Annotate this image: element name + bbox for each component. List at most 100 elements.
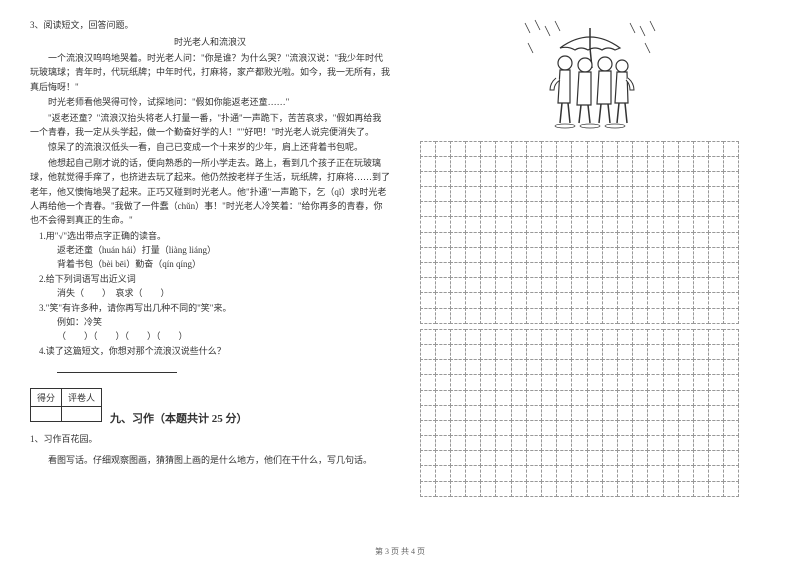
grid-cell bbox=[480, 308, 496, 324]
page-columns: 3、阅读短文，回答问题。 时光老人和流浪汉 一个流浪汉呜呜地哭着。时光老人问："… bbox=[30, 18, 770, 513]
grid-cell bbox=[693, 465, 709, 481]
grid-cell bbox=[480, 232, 496, 248]
grid-cell bbox=[693, 156, 709, 172]
paragraph-4: 惊呆了的流浪汉低头一看，自己已变成一个十来岁的少年，肩上还背着书包呢。 bbox=[30, 140, 390, 154]
grid-row bbox=[420, 308, 760, 323]
grid-cell bbox=[420, 374, 436, 390]
grid-cell bbox=[723, 329, 739, 345]
grid-cell bbox=[511, 262, 527, 278]
grid-cell bbox=[587, 481, 603, 497]
grid-cell bbox=[602, 292, 618, 308]
score-cell-2 bbox=[62, 407, 102, 422]
grid-cell bbox=[435, 277, 451, 293]
grid-cell bbox=[556, 435, 572, 451]
grid-cell bbox=[678, 216, 694, 232]
grid-cell bbox=[556, 374, 572, 390]
grid-cell bbox=[708, 308, 724, 324]
grid-cell bbox=[480, 465, 496, 481]
grid-cell bbox=[723, 247, 739, 263]
grid-cell bbox=[571, 156, 587, 172]
grid-cell bbox=[556, 329, 572, 345]
grid-cell bbox=[571, 481, 587, 497]
grid-cell bbox=[450, 141, 466, 157]
grid-cell bbox=[708, 420, 724, 436]
grid-cell bbox=[465, 344, 481, 360]
grid-cell bbox=[617, 344, 633, 360]
grid-cell bbox=[602, 359, 618, 375]
grid-cell bbox=[723, 344, 739, 360]
grid-cell bbox=[678, 201, 694, 217]
grid-cell bbox=[541, 186, 557, 202]
grid-cell bbox=[663, 465, 679, 481]
grid-cell bbox=[617, 277, 633, 293]
grid-cell bbox=[723, 374, 739, 390]
grid-cell bbox=[556, 390, 572, 406]
grid-cell bbox=[647, 232, 663, 248]
grid-cell bbox=[617, 359, 633, 375]
grid-cell bbox=[693, 262, 709, 278]
grid-cell bbox=[632, 156, 648, 172]
grid-cell bbox=[708, 329, 724, 345]
grid-cell bbox=[541, 292, 557, 308]
grid-cell bbox=[495, 141, 511, 157]
grid-row bbox=[420, 217, 760, 232]
grid-row bbox=[420, 187, 760, 202]
grid-cell bbox=[693, 232, 709, 248]
grid-cell bbox=[663, 481, 679, 497]
grid-cell bbox=[723, 405, 739, 421]
grid-cell bbox=[647, 186, 663, 202]
grid-cell bbox=[708, 435, 724, 451]
grid-cell bbox=[495, 216, 511, 232]
grid-cell bbox=[708, 359, 724, 375]
grid-cell bbox=[663, 405, 679, 421]
grid-cell bbox=[465, 216, 481, 232]
grid-cell bbox=[602, 329, 618, 345]
grid-cell bbox=[723, 359, 739, 375]
grid-cell bbox=[647, 141, 663, 157]
grid-cell bbox=[541, 141, 557, 157]
grid-cell bbox=[541, 277, 557, 293]
grid-cell bbox=[602, 435, 618, 451]
grid-cell bbox=[420, 481, 436, 497]
grid-cell bbox=[495, 450, 511, 466]
grid-cell bbox=[556, 359, 572, 375]
grid-cell bbox=[480, 262, 496, 278]
grid-cell bbox=[420, 308, 436, 324]
grid-cell bbox=[647, 201, 663, 217]
grid-cell bbox=[632, 277, 648, 293]
grid-cell bbox=[632, 435, 648, 451]
grid-cell bbox=[647, 405, 663, 421]
grid-cell bbox=[480, 186, 496, 202]
grid-cell bbox=[678, 420, 694, 436]
grid-cell bbox=[435, 247, 451, 263]
grid-cell bbox=[632, 465, 648, 481]
grid-cell bbox=[420, 390, 436, 406]
grid-cell bbox=[602, 201, 618, 217]
grid-cell bbox=[571, 329, 587, 345]
sub-question-2a: 消失（ ） 哀求（ ） bbox=[57, 286, 390, 300]
grid-cell bbox=[632, 171, 648, 187]
grid-cell bbox=[587, 359, 603, 375]
grid-cell bbox=[647, 344, 663, 360]
grid-cell bbox=[450, 450, 466, 466]
grid-row bbox=[420, 451, 760, 466]
grid-cell bbox=[647, 247, 663, 263]
grid-cell bbox=[678, 329, 694, 345]
grid-row bbox=[420, 232, 760, 247]
umbrella-children-icon bbox=[520, 18, 660, 133]
grid-cell bbox=[678, 262, 694, 278]
grid-cell bbox=[480, 201, 496, 217]
grid-cell bbox=[708, 344, 724, 360]
grid-cell bbox=[663, 308, 679, 324]
grid-cell bbox=[495, 232, 511, 248]
grid-cell bbox=[571, 308, 587, 324]
grid-cell bbox=[541, 308, 557, 324]
grid-cell bbox=[647, 465, 663, 481]
grid-cell bbox=[526, 465, 542, 481]
grid-cell bbox=[617, 201, 633, 217]
grid-cell bbox=[723, 216, 739, 232]
grid-cell bbox=[480, 292, 496, 308]
grid-cell bbox=[708, 247, 724, 263]
grid-cell bbox=[663, 171, 679, 187]
grid-cell bbox=[465, 329, 481, 345]
